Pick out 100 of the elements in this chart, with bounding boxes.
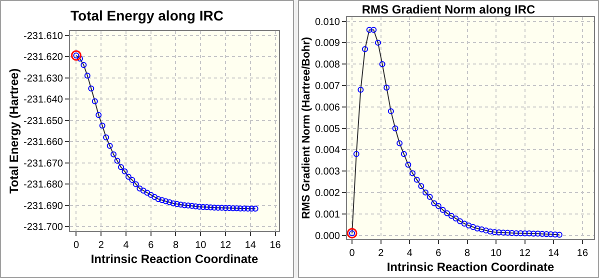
x-tick-label: 16	[270, 240, 282, 251]
y-tick-label: 0.010	[314, 16, 340, 28]
point	[159, 197, 166, 204]
point	[522, 230, 528, 236]
point	[230, 205, 236, 212]
point	[374, 40, 381, 46]
x-tick-label: 12	[519, 248, 531, 259]
point	[482, 227, 489, 234]
point	[396, 140, 403, 146]
point	[440, 206, 446, 213]
point	[76, 56, 83, 62]
point	[208, 204, 214, 210]
point	[140, 188, 146, 194]
point	[556, 232, 562, 238]
point	[487, 228, 494, 235]
x-tick-label: 4	[123, 240, 130, 251]
point	[518, 230, 524, 236]
x-tick-label: 14	[548, 248, 560, 259]
y-tick-label: 0.005	[314, 124, 340, 135]
y-tick-label: -231.660	[24, 137, 64, 148]
point	[470, 224, 476, 230]
point	[114, 158, 120, 164]
point	[84, 72, 90, 79]
point	[204, 204, 210, 210]
point	[370, 26, 377, 33]
point	[513, 230, 520, 236]
point	[405, 162, 412, 168]
point	[346, 228, 358, 238]
y-tick-label: -231.650	[24, 116, 64, 127]
point	[222, 205, 229, 212]
x-tick-label: 4	[406, 248, 413, 259]
point	[543, 231, 550, 238]
point	[366, 26, 372, 33]
point	[353, 151, 360, 158]
point	[500, 230, 506, 236]
point	[80, 62, 87, 68]
y-tick-label: -231.690	[24, 200, 64, 212]
point	[414, 176, 420, 183]
point	[548, 231, 554, 238]
y-tick-label: -231.700	[24, 222, 64, 234]
point	[170, 200, 176, 206]
y-tick-label: 0.000	[314, 230, 340, 242]
point	[218, 204, 225, 211]
point	[144, 190, 150, 196]
point	[552, 232, 558, 238]
chart-title: Total Energy along IRC	[70, 7, 224, 24]
point	[103, 134, 110, 140]
x-tick-label: 2	[378, 248, 384, 259]
y-axis-title: RMS Gradient Norm (Hartree/Bohr)	[300, 36, 313, 220]
y-axis-title: Total Energy (Hartree)	[6, 68, 21, 194]
point	[122, 168, 128, 174]
point	[162, 198, 169, 204]
point	[174, 200, 180, 207]
point	[426, 194, 433, 200]
point	[526, 230, 532, 236]
y-tick-label: -231.620	[24, 52, 64, 64]
point	[418, 183, 424, 190]
point	[457, 218, 464, 224]
chart-title: RMS Gradient Norm along IRC	[362, 2, 536, 17]
y-tick-label: -231.610	[24, 30, 64, 42]
point	[492, 229, 498, 236]
point	[384, 84, 390, 91]
point	[188, 202, 195, 209]
point	[379, 61, 386, 68]
x-axis-title: Intrinsic Reaction Coordinate	[90, 252, 258, 266]
point	[400, 151, 407, 158]
y-tick-label: -231.680	[24, 180, 64, 191]
point	[466, 222, 472, 229]
point	[244, 206, 251, 212]
point	[178, 202, 184, 208]
x-tick-label: 16	[576, 248, 588, 259]
point	[234, 205, 240, 212]
y-tick-label: 0.002	[314, 188, 340, 200]
point	[211, 204, 218, 211]
x-tick-label: 10	[195, 240, 207, 251]
x-tick-label: 2	[98, 240, 104, 251]
point	[196, 204, 202, 210]
point	[181, 202, 188, 208]
point	[478, 226, 485, 232]
y-tick-label: -231.670	[24, 158, 64, 170]
point	[452, 215, 459, 222]
point	[496, 229, 502, 236]
x-tick-label: 10	[490, 248, 502, 259]
y-tick-label: -231.630	[24, 73, 64, 84]
y-tick-label: -231.640	[24, 94, 64, 106]
y-tick-label: 0.008	[314, 60, 340, 71]
y-tick-label: 0.007	[314, 81, 340, 92]
point	[192, 203, 199, 210]
point	[248, 206, 255, 212]
point	[185, 202, 192, 208]
point	[88, 85, 94, 92]
point	[155, 196, 162, 202]
point	[530, 230, 537, 237]
x-tick-label: 0	[349, 248, 356, 259]
y-tick-label: 0.003	[314, 166, 340, 178]
point	[504, 230, 511, 236]
point	[96, 112, 102, 118]
point	[252, 206, 258, 212]
point	[362, 46, 368, 52]
point	[392, 125, 398, 132]
